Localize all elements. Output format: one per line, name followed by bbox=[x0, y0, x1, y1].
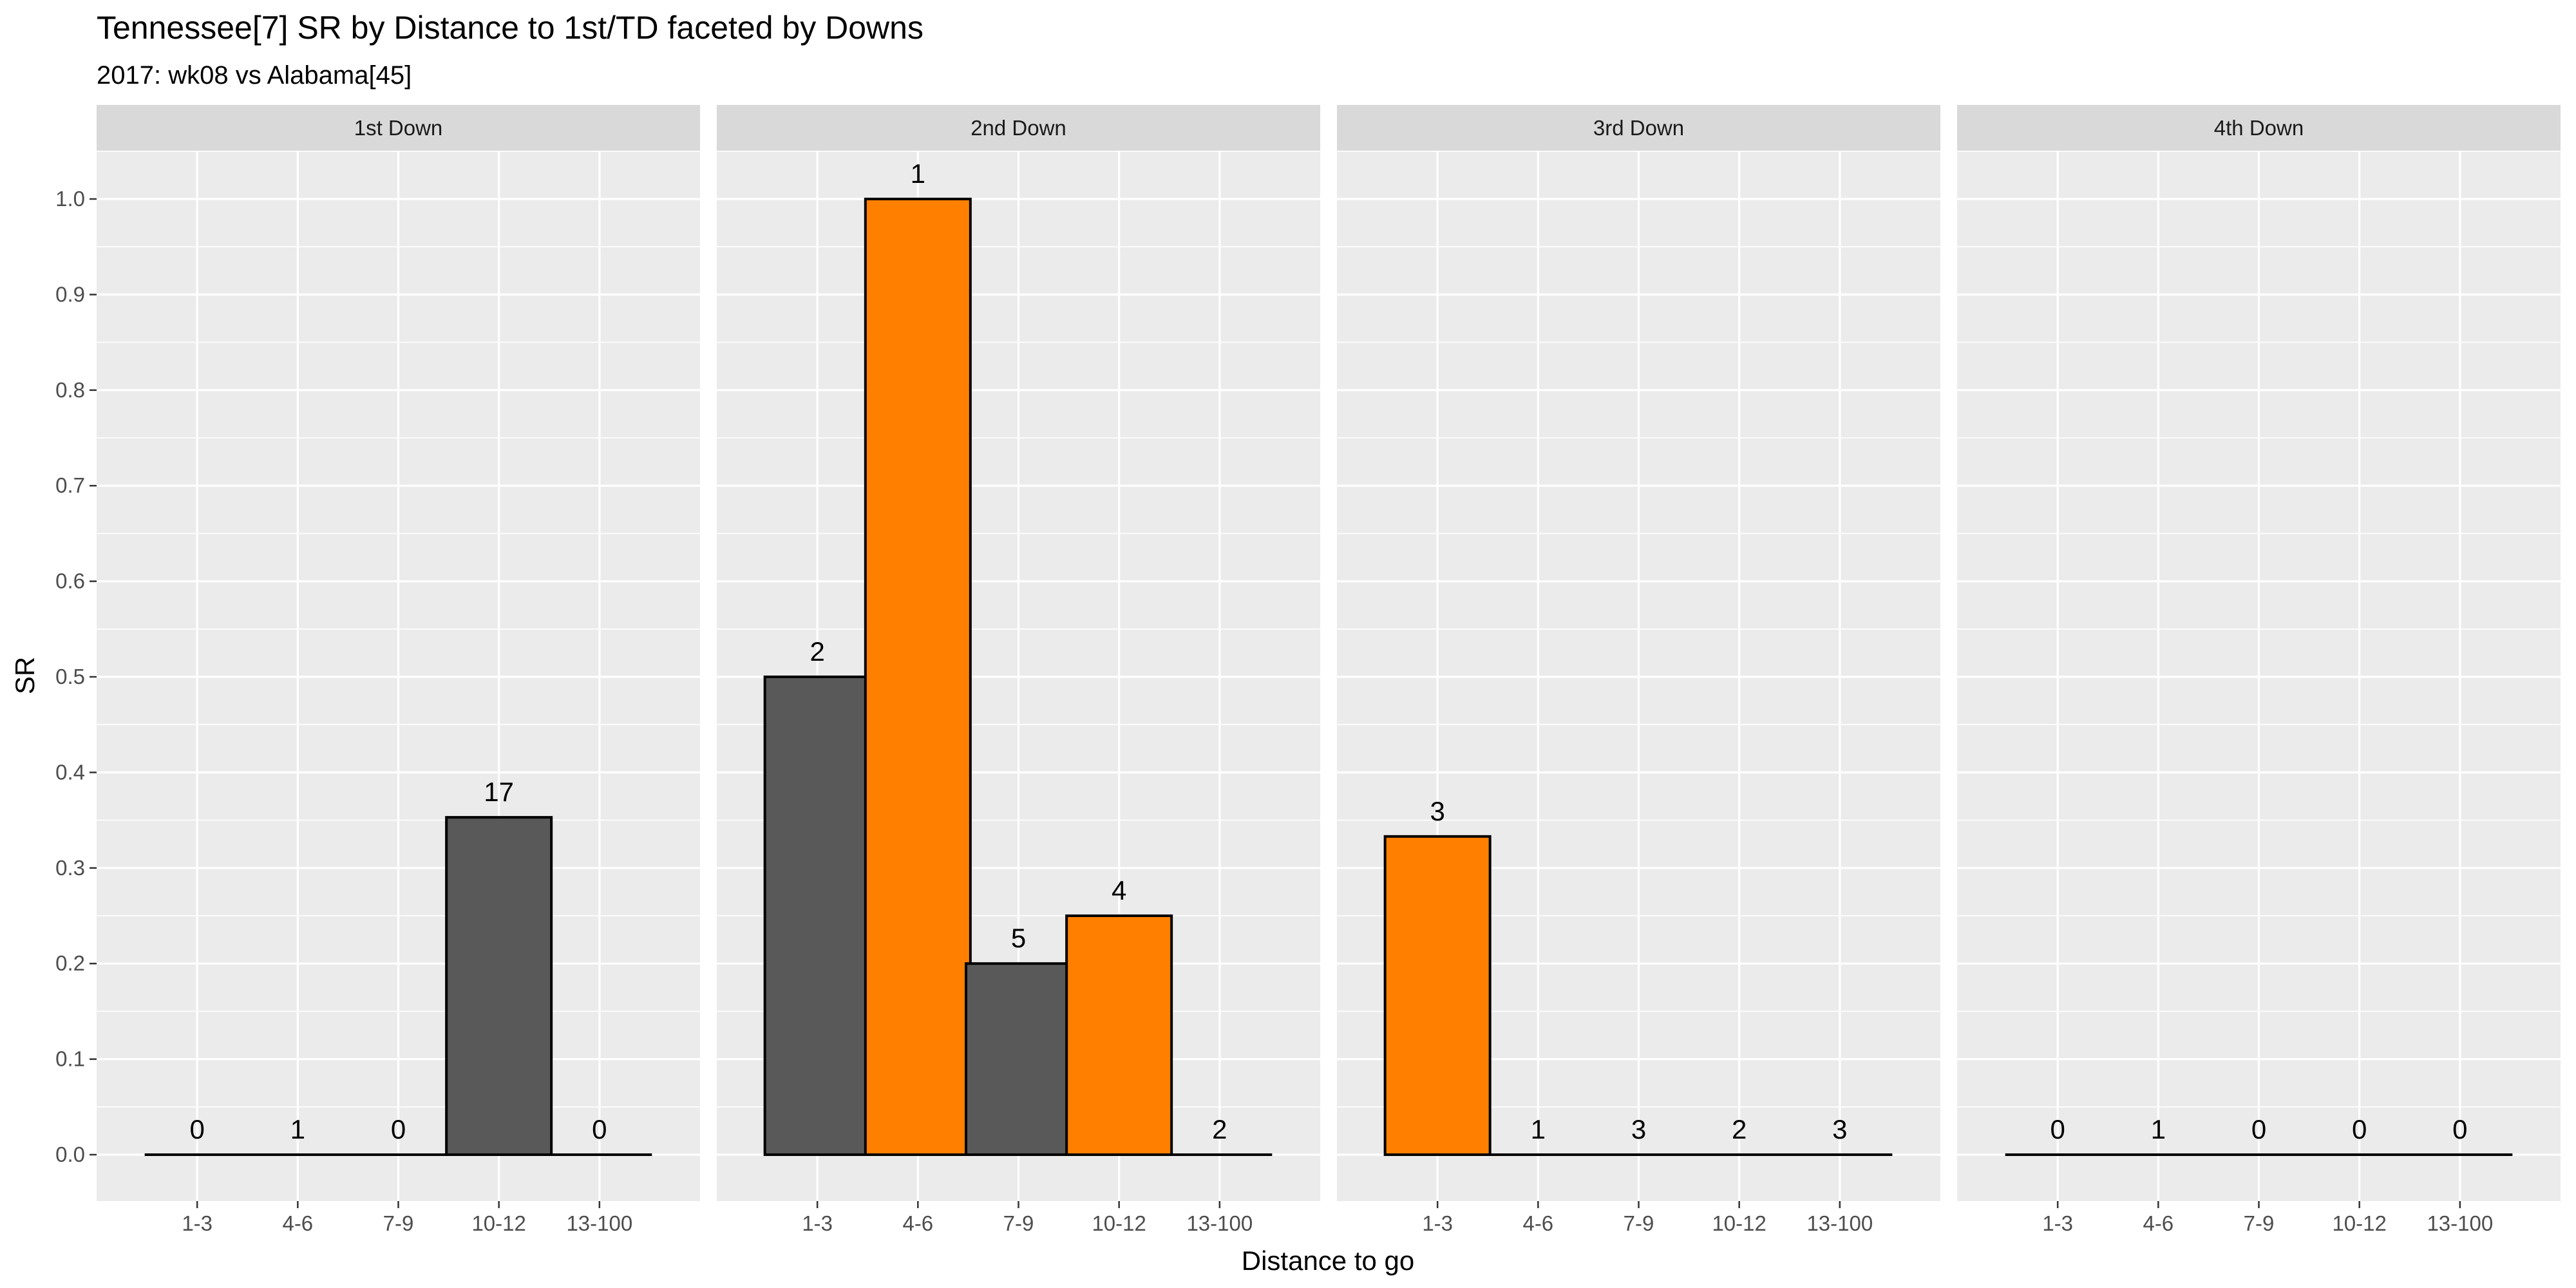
bar-data-label: 0 bbox=[2452, 1114, 2467, 1144]
facet-strip bbox=[1337, 105, 1940, 151]
y-tick-label: 0.3 bbox=[55, 856, 85, 880]
y-tick-label: 0.5 bbox=[55, 665, 85, 688]
y-axis-title: SR bbox=[10, 657, 40, 694]
bar-data-label: 3 bbox=[1631, 1114, 1646, 1144]
bar-data-label: 2 bbox=[1732, 1114, 1747, 1144]
x-tick-label: 1-3 bbox=[2042, 1211, 2073, 1235]
facet-panel: 2nd Down 2 1 5 4 2 1-3 4-6 7-9 10-12 13-100 bbox=[717, 105, 1320, 1235]
x-tick-label: 10-12 bbox=[1092, 1211, 1146, 1235]
facet-strip-label: 4th Down bbox=[2214, 116, 2304, 140]
chart-title: Tennessee[7] SR by Distance to 1st/TD fa… bbox=[97, 10, 923, 46]
y-tick-label: 0.0 bbox=[55, 1142, 85, 1166]
bar-data-label: 1 bbox=[2151, 1114, 2166, 1144]
bar-data-label: 0 bbox=[2251, 1114, 2266, 1144]
x-tick-label: 7-9 bbox=[383, 1211, 414, 1235]
y-axis: 0.0 0.1 0.2 0.3 0.4 0.5 0.6 0.7 0.8 0.9 1.0 bbox=[55, 187, 97, 1166]
x-tick-label: 4-6 bbox=[902, 1211, 933, 1235]
bar-data-label: 3 bbox=[1430, 796, 1444, 826]
facet-strip-label: 3rd Down bbox=[1593, 116, 1684, 140]
bar-data-label: 1 bbox=[290, 1114, 305, 1144]
bar bbox=[1383, 835, 1492, 1156]
bar-data-label: 1 bbox=[1531, 1114, 1546, 1144]
x-tick-label: 7-9 bbox=[1003, 1211, 1034, 1235]
bar-data-label: 0 bbox=[2050, 1114, 2065, 1144]
bar-data-label: 0 bbox=[189, 1114, 204, 1144]
bar-data-label: 0 bbox=[391, 1114, 406, 1144]
x-tick-label: 1-3 bbox=[182, 1211, 213, 1235]
x-tick-label: 1-3 bbox=[802, 1211, 833, 1235]
x-tick-label: 1-3 bbox=[1422, 1211, 1453, 1235]
bar bbox=[864, 198, 972, 1156]
x-tick-label: 13-100 bbox=[1186, 1211, 1253, 1235]
x-tick-label: 13-100 bbox=[566, 1211, 632, 1235]
x-tick-label: 10-12 bbox=[2332, 1211, 2386, 1235]
bar bbox=[965, 962, 1072, 1156]
x-tick-label: 13-100 bbox=[1806, 1211, 1873, 1235]
x-tick-label: 10-12 bbox=[1712, 1211, 1766, 1235]
bar-data-label: 1 bbox=[911, 158, 925, 189]
facet-strip bbox=[1957, 105, 2561, 151]
bar-data-label: 5 bbox=[1011, 923, 1026, 953]
x-tick-label: 7-9 bbox=[2244, 1211, 2275, 1235]
facet-strip bbox=[717, 105, 1320, 151]
bar-data-label: 0 bbox=[592, 1114, 607, 1144]
x-tick-label: 4-6 bbox=[1522, 1211, 1553, 1235]
facet-strip bbox=[97, 105, 700, 151]
x-tick-label: 7-9 bbox=[1624, 1211, 1654, 1235]
bar-data-label: 3 bbox=[1832, 1114, 1847, 1144]
facet-panel: 1st Down 0 1 0 17 0 1-3 4-6 7-9 10-12 13-100 bbox=[97, 105, 700, 1235]
facet-panel: 4th Down 0 1 0 0 0 1-3 4-6 7-9 10-12 13-100 bbox=[1957, 105, 2561, 1235]
y-tick-label: 1.0 bbox=[55, 187, 85, 211]
bar-data-label: 2 bbox=[1212, 1114, 1227, 1144]
y-tick-label: 0.9 bbox=[55, 282, 85, 306]
y-tick-label: 0.2 bbox=[55, 951, 85, 975]
x-tick-label: 13-100 bbox=[2427, 1211, 2493, 1235]
bar-data-label: 2 bbox=[810, 636, 824, 667]
y-tick-label: 0.8 bbox=[55, 378, 85, 402]
x-tick-label: 4-6 bbox=[2143, 1211, 2174, 1235]
y-tick-label: 0.4 bbox=[55, 760, 85, 784]
y-tick-label: 0.1 bbox=[55, 1047, 85, 1071]
y-tick-label: 0.6 bbox=[55, 569, 85, 593]
bar-data-label: 17 bbox=[484, 777, 514, 807]
bar bbox=[1065, 914, 1173, 1156]
y-tick-label: 0.7 bbox=[55, 473, 85, 497]
x-axis-title: Distance to go bbox=[1242, 1245, 1415, 1276]
x-tick-label: 10-12 bbox=[471, 1211, 526, 1235]
chart-subtitle: 2017: wk08 vs Alabama[45] bbox=[97, 61, 412, 90]
bar bbox=[763, 676, 871, 1156]
facet-strip-label: 2nd Down bbox=[971, 116, 1066, 140]
facet-panel: 3rd Down 3 1 3 2 3 1-3 4-6 7-9 10-12 13-100 bbox=[1337, 105, 1940, 1235]
bar-data-label: 0 bbox=[2352, 1114, 2367, 1144]
facet-strip-label: 1st Down bbox=[354, 116, 443, 140]
bar bbox=[445, 816, 553, 1156]
x-tick-label: 4-6 bbox=[282, 1211, 313, 1235]
bar-data-label: 4 bbox=[1112, 875, 1126, 905]
